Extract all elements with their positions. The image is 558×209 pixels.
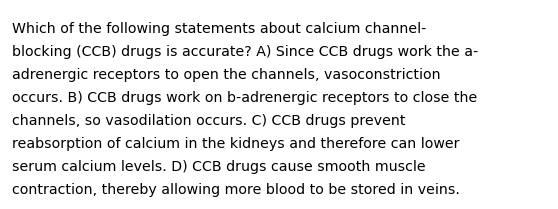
- Text: occurs. B) CCB drugs work on b-adrenergic receptors to close the: occurs. B) CCB drugs work on b-adrenergi…: [12, 91, 477, 105]
- Text: contraction, thereby allowing more blood to be stored in veins.: contraction, thereby allowing more blood…: [12, 183, 460, 197]
- Text: Which of the following statements about calcium channel-: Which of the following statements about …: [12, 22, 426, 36]
- Text: serum calcium levels. D) CCB drugs cause smooth muscle: serum calcium levels. D) CCB drugs cause…: [12, 160, 426, 174]
- Text: reabsorption of calcium in the kidneys and therefore can lower: reabsorption of calcium in the kidneys a…: [12, 137, 459, 151]
- Text: blocking (CCB) drugs is accurate? A) Since CCB drugs work the a-: blocking (CCB) drugs is accurate? A) Sin…: [12, 45, 478, 59]
- Text: channels, so vasodilation occurs. C) CCB drugs prevent: channels, so vasodilation occurs. C) CCB…: [12, 114, 406, 128]
- Text: adrenergic receptors to open the channels, vasoconstriction: adrenergic receptors to open the channel…: [12, 68, 441, 82]
